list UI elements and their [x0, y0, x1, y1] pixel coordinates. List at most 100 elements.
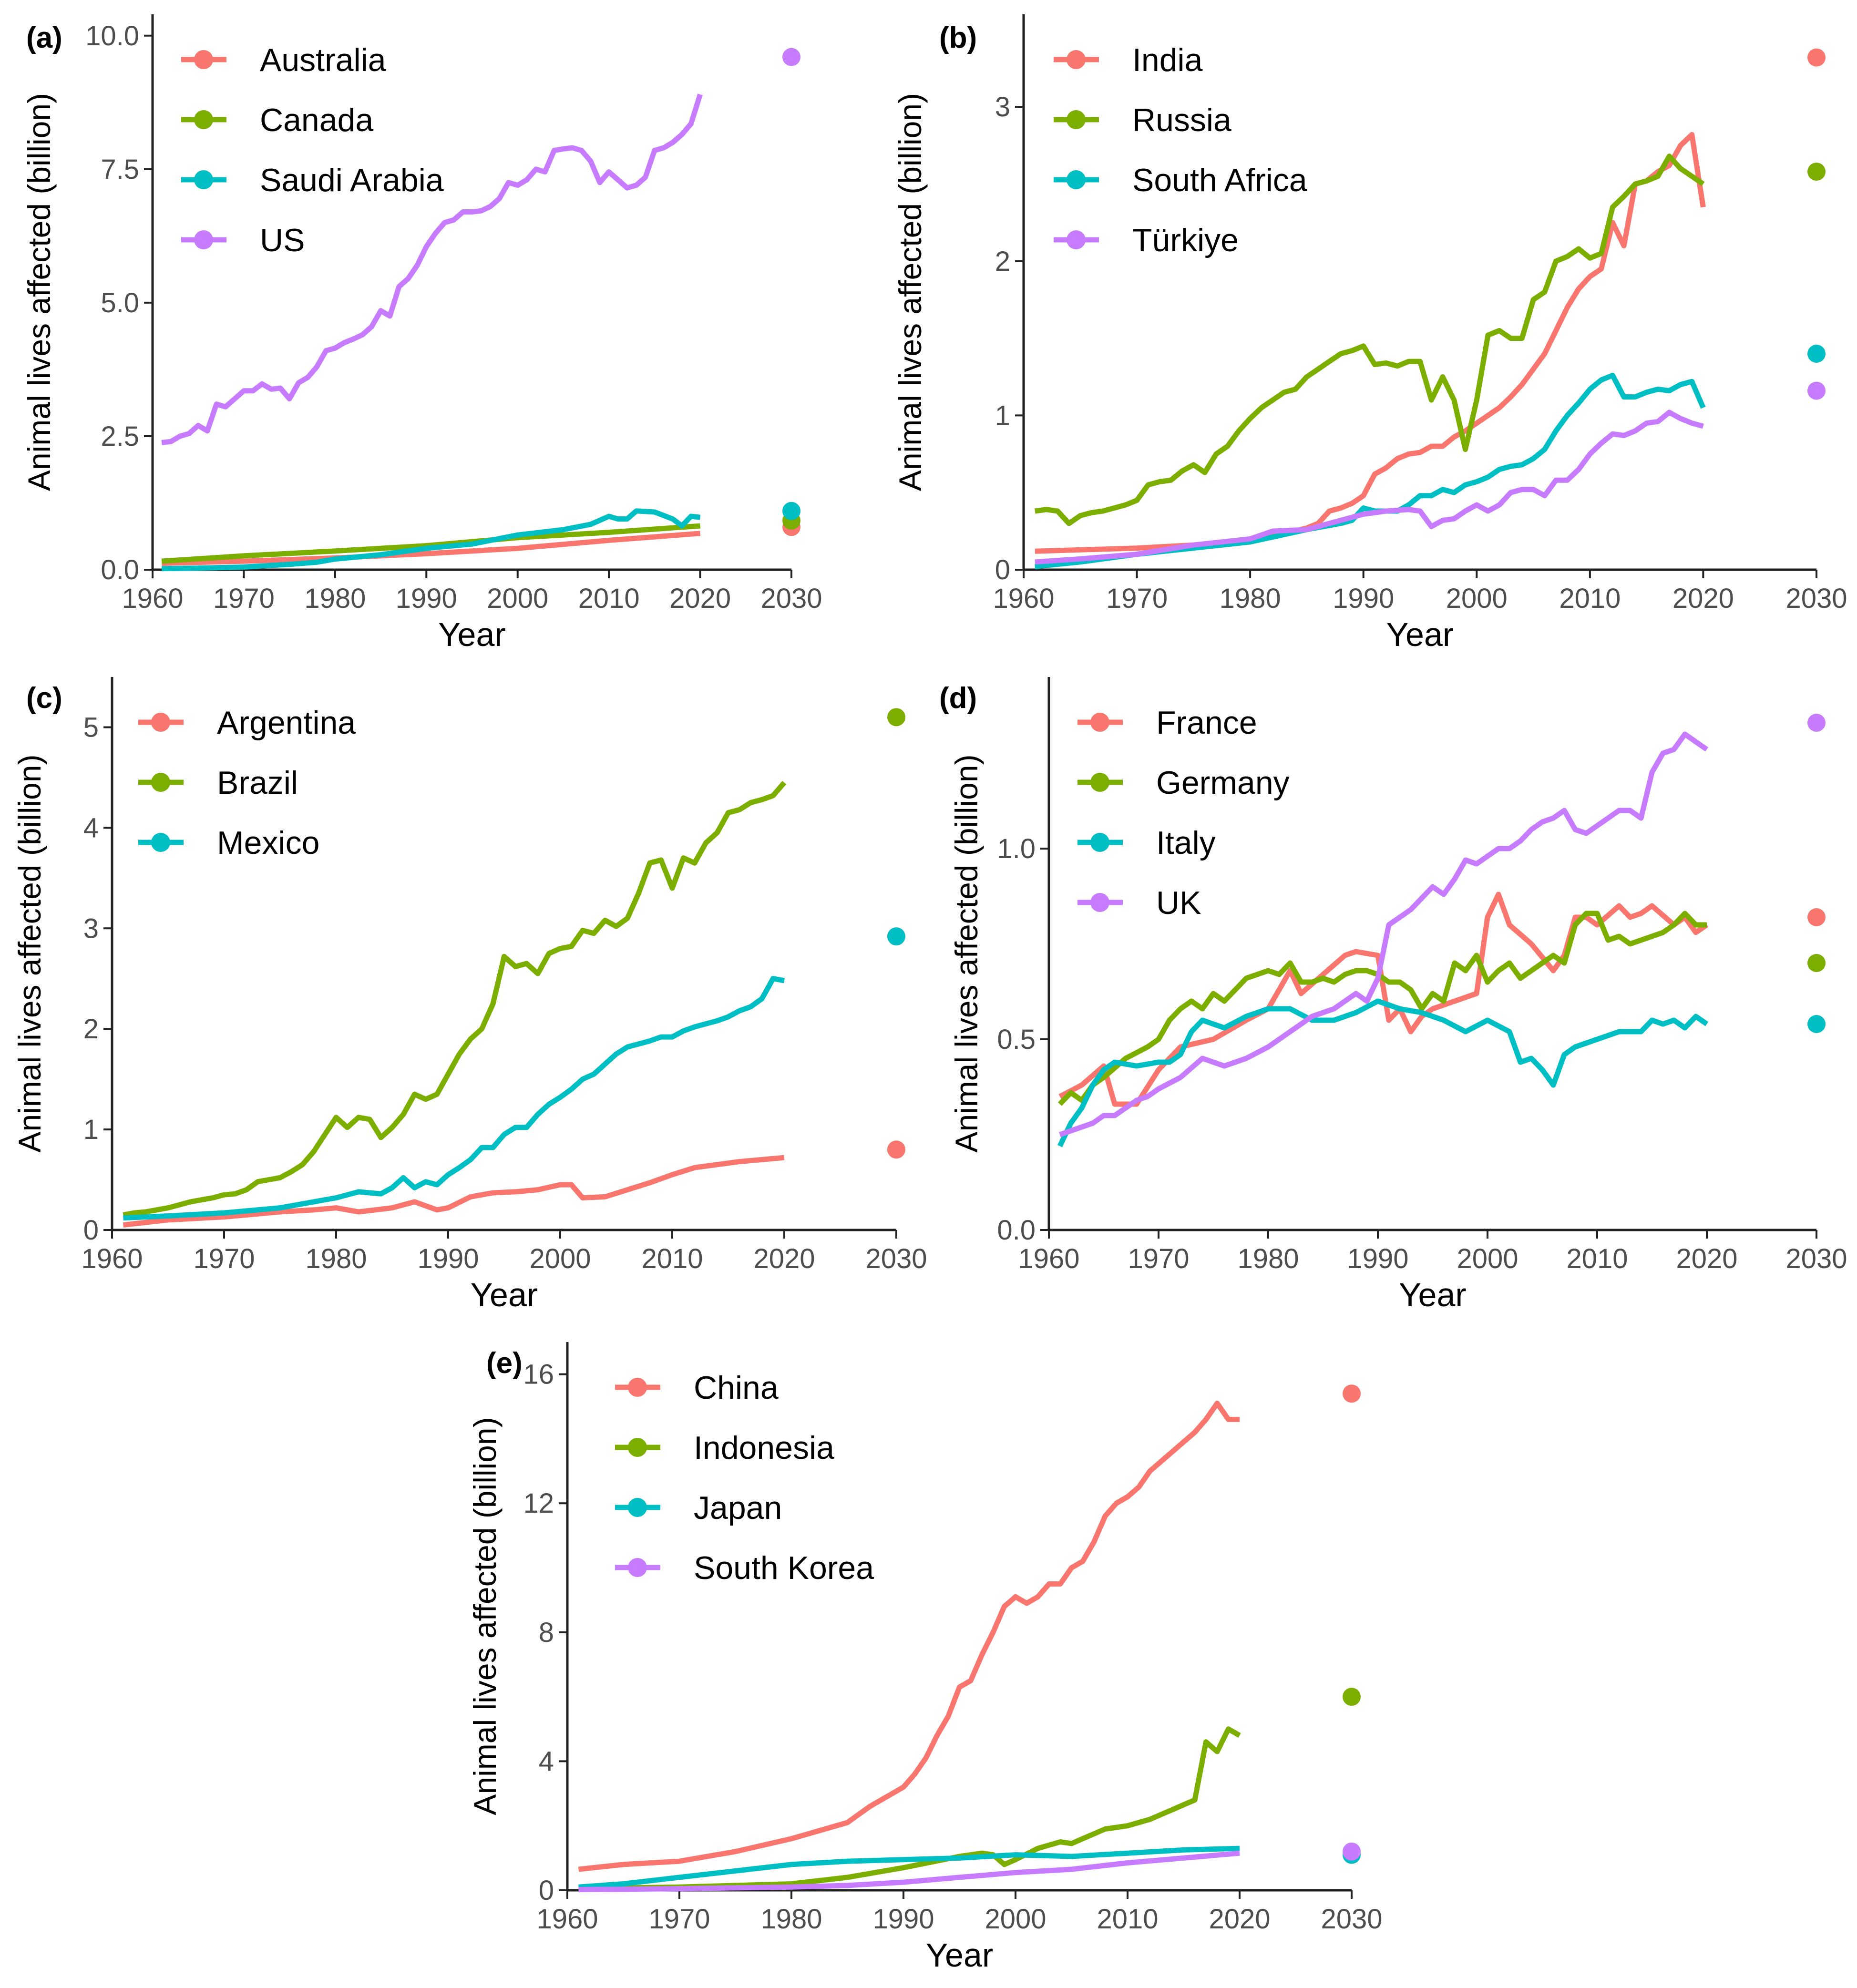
x-tick-label: 2000	[529, 1243, 591, 1274]
legend-swatch-point	[1067, 170, 1086, 189]
x-tick-label: 1990	[417, 1243, 479, 1274]
projection-2030-point-india	[1807, 48, 1826, 67]
x-tick-label: 2010	[1559, 583, 1621, 614]
legend-swatch-point	[628, 1438, 647, 1457]
projection-2030-point-brazil	[887, 708, 905, 727]
y-axis-title: Animal lives affected (billion)	[893, 93, 928, 491]
x-tick-label: 1990	[396, 583, 457, 614]
projection-2030-point-south-korea	[1343, 1842, 1361, 1861]
x-tick-label: 2020	[1672, 583, 1734, 614]
legend-swatch-point	[151, 713, 170, 732]
y-tick-label: 4	[83, 812, 99, 843]
y-tick-label: 5.0	[101, 287, 139, 318]
legend-swatch-point	[1067, 230, 1086, 249]
projection-2030-point-france	[1807, 908, 1826, 926]
legend-swatch-point	[1090, 713, 1109, 732]
x-axis-title: Year	[471, 1276, 538, 1313]
x-tick-label: 1970	[648, 1904, 710, 1935]
x-tick-label: 2000	[1457, 1243, 1518, 1274]
legend-label: Indonesia	[694, 1430, 834, 1466]
series-line-saudi-arabia	[162, 508, 701, 572]
x-tick-label: 2000	[1446, 583, 1508, 614]
legend-label: China	[694, 1370, 779, 1406]
legend-swatch-point	[194, 110, 213, 129]
y-tick-label: 0	[539, 1875, 554, 1906]
panel-label: (c)	[26, 682, 62, 715]
x-tick-label: 1980	[760, 1904, 822, 1935]
series-line-italy	[1057, 998, 1709, 1148]
panel-b: 1960 1970 1980 1990 2000 2010 2020 2030 0 1 2 3 Year…	[893, 14, 1847, 653]
x-tick-label: 2010	[1097, 1904, 1158, 1935]
y-tick-label: 10.0	[85, 20, 139, 51]
legend-label: South Korea	[694, 1550, 874, 1586]
y-tick-label: 2	[83, 1014, 99, 1045]
legend-label: Brazil	[217, 765, 298, 801]
projection-2030-point-argentina	[887, 1140, 905, 1159]
x-tick-label: 2010	[641, 1243, 703, 1274]
series-line-uk	[1059, 731, 1709, 1137]
series-line-japan	[578, 1845, 1240, 1890]
projection-2030-point-saudi-arabia	[782, 502, 800, 520]
projection-2030-point-uk	[1807, 714, 1826, 732]
legend-swatch-point	[1090, 773, 1109, 792]
legend: Argentina Brazil Mexico	[138, 705, 356, 861]
projection-2030-point-china	[1343, 1384, 1361, 1403]
y-axis-title: Animal lives affected (billion)	[21, 93, 57, 491]
x-tick-label: 1990	[1347, 1243, 1408, 1274]
series-line-australia	[161, 531, 701, 566]
y-tick-label: 0	[83, 1215, 99, 1246]
legend-swatch-point	[628, 1498, 647, 1517]
x-tick-label: 2030	[1785, 583, 1847, 614]
panel-label: (d)	[939, 682, 977, 715]
x-tick-label: 1970	[193, 1243, 255, 1274]
projection-2030-point-us	[782, 48, 800, 66]
projection-2030-point-russia	[1807, 163, 1826, 181]
x-tick-label: 2010	[578, 583, 640, 614]
y-tick-label: 0	[995, 554, 1010, 585]
projection-2030-point-italy	[1807, 1015, 1826, 1033]
x-axis-title: Year	[926, 1937, 993, 1974]
y-tick-label: 5	[83, 712, 99, 743]
y-axis-title: Animal lives affected (billion)	[949, 754, 984, 1152]
y-tick-label: 3	[995, 92, 1010, 123]
x-tick-label: 2020	[1209, 1904, 1270, 1935]
x-axis-title: Year	[1386, 616, 1454, 653]
y-tick-label: 12	[523, 1488, 554, 1519]
panel-label: (a)	[26, 21, 62, 54]
series-line-south-korea	[578, 1850, 1240, 1893]
y-tick-label: 1	[995, 400, 1010, 431]
series-line-brazil	[123, 780, 787, 1218]
x-tick-label: 1960	[122, 583, 183, 614]
y-tick-label: 2	[995, 246, 1010, 277]
y-tick-label: 8	[539, 1617, 554, 1648]
series-line-t-rkiye	[1035, 410, 1704, 565]
series-line-indonesia	[578, 1726, 1241, 1892]
legend: France Germany Italy UK	[1077, 705, 1290, 921]
legend-swatch-point	[1090, 833, 1109, 852]
x-tick-label: 2010	[1566, 1243, 1628, 1274]
x-tick-label: 1960	[81, 1243, 143, 1274]
y-axis-title: Animal lives affected (billion)	[12, 754, 47, 1152]
panel-d: 1960 1970 1980 1990 2000 2010 2020 2030 0.0 0.5 1.…	[939, 677, 1847, 1313]
legend-swatch-point	[151, 833, 170, 852]
legend-label: Mexico	[217, 825, 319, 861]
y-tick-label: 0.0	[997, 1215, 1036, 1246]
legend-swatch-point	[1067, 50, 1086, 69]
y-tick-label: 2.5	[101, 421, 139, 452]
x-tick-label: 1990	[872, 1904, 934, 1935]
panel-a: 1960 1970 1980 1990 2000 2010 2020 2030 0.0 2.5 5.…	[21, 14, 822, 653]
legend: China Indonesia Japan South Korea	[615, 1370, 874, 1586]
x-tick-label: 1970	[213, 583, 275, 614]
x-tick-label: 1960	[1018, 1243, 1079, 1274]
legend-swatch-point	[628, 1558, 647, 1577]
legend: India Russia South Africa Türkiye	[1054, 42, 1307, 258]
projection-2030-point-south-africa	[1807, 344, 1826, 363]
series-line-mexico	[123, 976, 785, 1221]
x-axis-title: Year	[438, 616, 505, 653]
legend-label: France	[1156, 705, 1257, 741]
y-tick-label: 0.0	[101, 554, 139, 585]
y-tick-label: 0.5	[997, 1024, 1036, 1055]
x-tick-label: 2000	[985, 1904, 1046, 1935]
x-tick-label: 1970	[1106, 583, 1168, 614]
